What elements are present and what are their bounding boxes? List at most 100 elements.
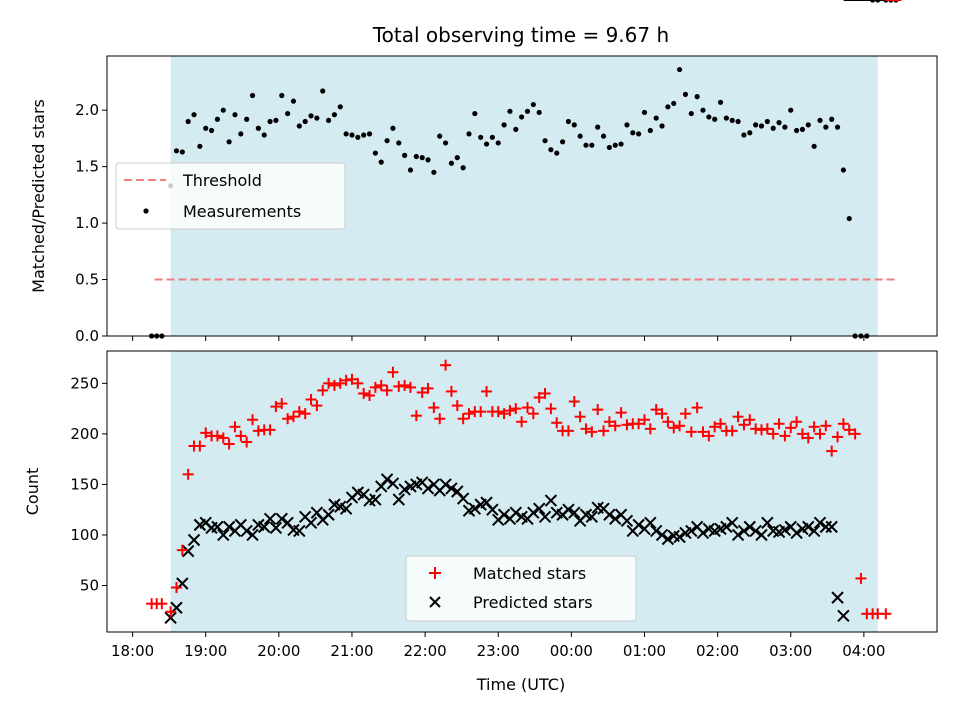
top-y-tick-label: 1.0 xyxy=(75,214,99,232)
predicted-star-point xyxy=(731,528,745,542)
bottom-y-tick-label: 100 xyxy=(70,526,99,544)
predicted-marker-stroke xyxy=(187,533,201,547)
predicted-marker-stroke xyxy=(778,523,792,537)
matched-star-point xyxy=(440,359,452,371)
measurement-point xyxy=(653,115,659,121)
predicted-marker-stroke xyxy=(755,528,768,542)
predicted-star-point xyxy=(685,524,698,538)
matched-star-point xyxy=(820,420,832,432)
matched-star-point xyxy=(592,404,604,416)
predicted-marker-stroke xyxy=(451,485,464,498)
matched-star-point xyxy=(241,436,253,448)
predicted-marker-stroke xyxy=(181,544,195,558)
predicted-marker-stroke xyxy=(550,506,563,519)
predicted-marker-stroke xyxy=(252,518,265,532)
measurement-point xyxy=(402,152,408,158)
matched-star-point xyxy=(317,384,329,396)
predicted-marker-stroke xyxy=(310,506,324,519)
measurement-point xyxy=(764,118,770,125)
top-y-axis-label: Matched/Predicted stars xyxy=(29,99,48,293)
measurement-point xyxy=(565,118,572,125)
matched-star-point xyxy=(305,394,317,406)
predicted-star-point xyxy=(181,544,195,558)
bottom-x-axis: 18:00 19:00 20:00 21:00 22:00 23:00 00:00 01:00… xyxy=(111,632,885,660)
bottom-y-tick-label: 150 xyxy=(70,475,99,493)
measurement-point xyxy=(214,116,221,122)
measurement-point xyxy=(495,140,501,146)
predicted-marker-stroke xyxy=(456,492,470,505)
measurement-point xyxy=(676,66,683,73)
predicted-marker-stroke xyxy=(298,510,312,523)
matched-star-point xyxy=(463,408,475,420)
predicted-marker-stroke xyxy=(649,524,663,538)
matched-star-point xyxy=(773,418,785,430)
bottom-y-tick-label: 50 xyxy=(80,577,99,595)
measurement-point xyxy=(659,123,665,129)
legend-measurements-label: Measurements xyxy=(183,202,301,221)
predicted-star-point xyxy=(562,503,575,516)
x-tick-label: 23:00 xyxy=(477,642,520,660)
predicted-marker-stroke xyxy=(275,512,288,525)
measurement-point xyxy=(413,153,419,160)
matched-star-point xyxy=(287,411,299,423)
measurement-point xyxy=(343,131,349,137)
measurement-point xyxy=(267,118,273,125)
matched-star-point xyxy=(691,402,703,414)
matched-star-point xyxy=(498,408,510,420)
predicted-star-point xyxy=(837,609,850,623)
predicted-star-point xyxy=(778,523,792,537)
predicted-marker-stroke xyxy=(562,503,575,516)
predicted-star-point xyxy=(620,514,634,528)
matched-star-point xyxy=(796,428,808,440)
x-tick-label: 04:00 xyxy=(842,642,885,660)
measurement-point xyxy=(337,104,343,110)
predicted-marker-stroke xyxy=(468,502,482,515)
measurement-point xyxy=(712,116,718,122)
measurement-point xyxy=(478,134,484,140)
predicted-marker-stroke xyxy=(386,477,400,490)
predicted-marker-stroke xyxy=(527,506,540,519)
matched-star-point xyxy=(223,438,235,450)
predicted-marker-stroke xyxy=(427,478,441,491)
matched-star-point xyxy=(504,405,516,417)
measurement-point xyxy=(355,134,361,140)
x-tick-label: 21:00 xyxy=(330,642,373,660)
predicted-star-point xyxy=(240,524,253,538)
matched-star-point xyxy=(358,387,370,399)
top-y-tick-label: 2.0 xyxy=(75,101,99,119)
measurement-point xyxy=(624,122,630,128)
matched-star-point xyxy=(369,381,381,393)
matched-star-point xyxy=(644,423,656,435)
matched-star-point xyxy=(276,398,288,410)
bottom-legend-box xyxy=(405,555,637,622)
measurement-point xyxy=(472,110,478,117)
measurement-point xyxy=(846,215,852,222)
measurement-point xyxy=(501,122,507,128)
predicted-star-point xyxy=(720,520,733,534)
measurement-point xyxy=(226,139,232,145)
matched-star-point xyxy=(750,423,762,435)
matched-star-point xyxy=(697,426,709,438)
predicted-marker-stroke xyxy=(743,520,757,534)
predicted-star-point xyxy=(568,506,581,519)
x-axis-label: Time (UTC) xyxy=(476,675,565,694)
measurement-point xyxy=(255,125,261,131)
measurement-point xyxy=(811,143,817,149)
matched-star-point xyxy=(346,373,358,385)
measurement-point xyxy=(829,116,835,122)
measurement-point xyxy=(747,130,753,136)
predicted-marker-stroke xyxy=(766,524,780,538)
measurement-point xyxy=(519,114,525,120)
matched-star-point xyxy=(328,379,340,391)
top-panel-frame xyxy=(106,55,938,337)
predicted-marker-stroke xyxy=(667,529,680,543)
top-y-axis: 0.0 0.5 1.0 1.5 2.0 xyxy=(75,101,107,345)
predicted-marker-stroke xyxy=(240,524,253,538)
matched-star-point xyxy=(574,411,586,423)
measurement-point xyxy=(700,107,706,113)
predicted-marker-stroke xyxy=(655,528,669,542)
predicted-marker-stroke xyxy=(351,486,365,499)
matched-star-point xyxy=(457,413,469,425)
predicted-star-point xyxy=(790,526,803,540)
predicted-marker-stroke xyxy=(497,508,511,521)
